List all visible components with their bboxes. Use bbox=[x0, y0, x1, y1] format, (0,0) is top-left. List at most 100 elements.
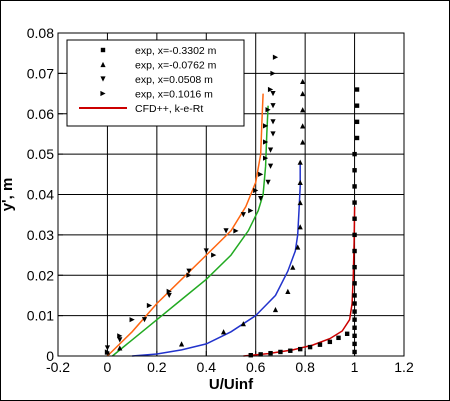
data-point bbox=[272, 54, 279, 60]
plot-area-border bbox=[57, 32, 405, 357]
data-point bbox=[270, 119, 276, 125]
data-point bbox=[352, 184, 357, 189]
y-tick-label: 0.04 bbox=[27, 187, 54, 203]
legend-entry-label: exp, x=0.0508 m bbox=[135, 74, 213, 86]
data-point bbox=[272, 306, 279, 313]
legend-marker bbox=[100, 61, 106, 68]
data-point bbox=[166, 288, 172, 294]
x-tick-label: 0.2 bbox=[147, 359, 167, 375]
x-axis-label: U/Uinf bbox=[209, 376, 254, 393]
data-point bbox=[186, 272, 192, 278]
data-point bbox=[307, 344, 313, 350]
x-tick-label: 1.2 bbox=[394, 359, 414, 375]
data-point bbox=[327, 339, 333, 345]
y-tick-label: 0 bbox=[46, 348, 54, 364]
data-point bbox=[270, 70, 276, 76]
data-point bbox=[300, 107, 306, 113]
data-point bbox=[240, 212, 246, 218]
data-point bbox=[117, 333, 123, 339]
series-line bbox=[243, 206, 356, 357]
data-point bbox=[117, 337, 123, 343]
data-point bbox=[288, 348, 293, 353]
data-point bbox=[285, 288, 291, 294]
legend-entry-label: exp, x=0.1016 m bbox=[135, 89, 213, 101]
data-point bbox=[258, 352, 263, 357]
data-point bbox=[336, 335, 341, 341]
data-point bbox=[352, 333, 357, 339]
data-point bbox=[352, 168, 357, 173]
data-point bbox=[265, 107, 271, 113]
series-line bbox=[132, 162, 301, 357]
series-line bbox=[111, 105, 269, 357]
plot-series bbox=[104, 54, 360, 358]
data-point bbox=[278, 349, 283, 355]
y-tick-label: 0.03 bbox=[27, 227, 54, 243]
x-tick-label: 0.4 bbox=[197, 359, 217, 375]
data-point bbox=[352, 200, 357, 205]
data-point bbox=[267, 147, 274, 153]
data-point bbox=[220, 329, 227, 335]
data-point bbox=[270, 131, 276, 137]
data-point bbox=[248, 352, 253, 358]
y-tick-label: 0.06 bbox=[27, 106, 54, 122]
data-point bbox=[295, 244, 301, 250]
data-point bbox=[352, 281, 357, 286]
y-tick-label: 0.02 bbox=[27, 267, 54, 283]
y-axis-label: y', m bbox=[0, 178, 16, 212]
data-point bbox=[352, 293, 357, 298]
data-point bbox=[248, 208, 254, 214]
legend-marker bbox=[100, 76, 106, 82]
data-point bbox=[352, 248, 357, 254]
data-point bbox=[354, 135, 360, 141]
legend: exp, x=-0.3302 m exp, x=-0.0762 m exp, x=0… bbox=[66, 39, 245, 127]
data-point bbox=[263, 139, 269, 145]
data-point bbox=[104, 349, 111, 355]
data-point bbox=[297, 159, 303, 165]
data-point bbox=[298, 346, 303, 352]
data-point bbox=[352, 309, 357, 314]
legend-box bbox=[66, 39, 245, 127]
data-point bbox=[233, 228, 239, 234]
data-point bbox=[211, 252, 217, 258]
data-point bbox=[352, 317, 357, 322]
legend-marker bbox=[100, 47, 106, 53]
data-point bbox=[352, 216, 357, 221]
data-point bbox=[290, 264, 296, 270]
x-tick-label: 1 bbox=[351, 359, 359, 375]
x-tick-label: 0 bbox=[104, 359, 112, 375]
x-tick-label: -0.2 bbox=[46, 359, 70, 375]
data-point bbox=[270, 90, 276, 97]
data-point bbox=[267, 163, 274, 169]
data-point bbox=[263, 155, 269, 161]
data-point bbox=[297, 224, 303, 230]
legend-marker bbox=[100, 90, 106, 97]
series-line bbox=[106, 93, 264, 357]
data-point bbox=[263, 123, 269, 129]
y-tick-label: 0.08 bbox=[27, 25, 54, 41]
x-tick-label: 0.6 bbox=[246, 359, 266, 375]
data-point bbox=[297, 199, 303, 206]
data-point bbox=[258, 171, 264, 177]
data-point bbox=[267, 86, 274, 93]
data-point bbox=[300, 123, 306, 129]
legend-entry-label: exp, x=-0.3302 m bbox=[135, 45, 217, 57]
legend-entry-label: exp, x=-0.0762 m bbox=[135, 60, 217, 72]
data-point bbox=[117, 345, 123, 351]
data-point bbox=[354, 103, 360, 108]
data-point bbox=[352, 325, 357, 330]
data-point bbox=[300, 78, 306, 85]
data-point bbox=[300, 139, 306, 145]
data-point bbox=[129, 317, 135, 323]
axis-ticks: -0.2 0 0.2 0.4 0.6 0.8 1 1.200.010.020.030.040.… bbox=[27, 25, 414, 375]
data-point bbox=[141, 317, 148, 323]
data-point bbox=[166, 292, 172, 299]
data-point bbox=[178, 341, 185, 347]
data-point bbox=[354, 119, 360, 125]
y-tick-label: 0.01 bbox=[27, 308, 54, 324]
data-point bbox=[268, 350, 273, 356]
data-point bbox=[352, 264, 357, 270]
legend-entry-label: CFD++, k-e-Rt bbox=[135, 103, 203, 115]
data-point bbox=[344, 331, 350, 336]
